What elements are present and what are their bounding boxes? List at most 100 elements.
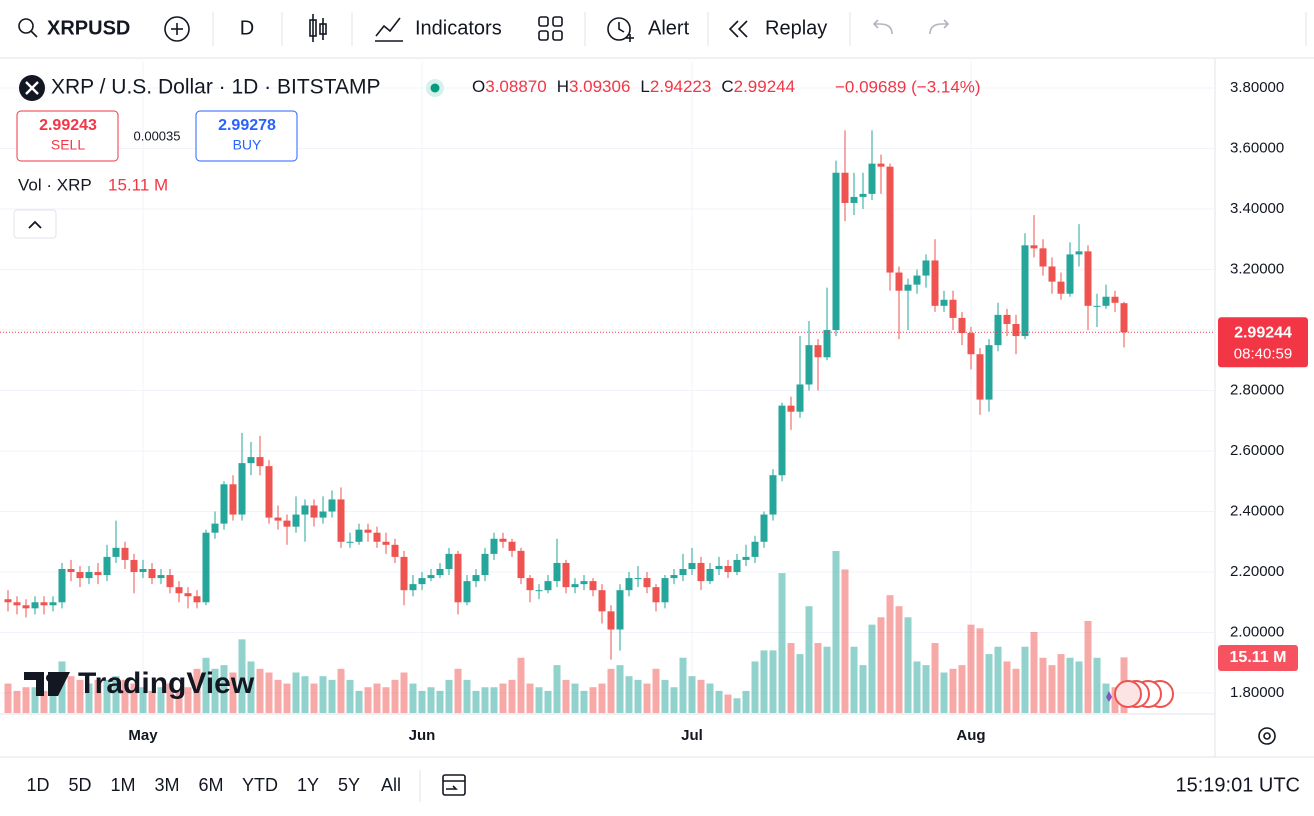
symbol-search[interactable]: XRPUSD: [18, 17, 130, 39]
undo-button[interactable]: [872, 19, 893, 35]
volume-bar: [1093, 657, 1101, 713]
range-button[interactable]: All: [381, 775, 401, 795]
range-button[interactable]: 1D: [26, 775, 49, 795]
last-price-tag: 2.99244 08:40:59: [1218, 317, 1308, 368]
candle-body: [544, 581, 552, 591]
replay-button[interactable]: Replay: [728, 17, 827, 39]
sell-price[interactable]: 2.99243: [39, 117, 97, 134]
range-button[interactable]: 1M: [110, 775, 135, 795]
candle-body: [841, 172, 849, 203]
candle-body: [1075, 251, 1083, 255]
volume-bar: [796, 654, 804, 713]
range-button[interactable]: 1Y: [297, 775, 319, 795]
volume-bar: [769, 650, 777, 713]
volume-bar: [382, 687, 390, 713]
volume-bar: [445, 679, 453, 713]
volume-bar: [4, 683, 12, 713]
candle-body: [67, 569, 75, 573]
symbol-title: XRP / U.S. Dollar · 1D · BITSTAMP: [51, 76, 380, 99]
volume-bar: [400, 672, 408, 713]
candle-body: [31, 602, 39, 609]
range-button[interactable]: YTD: [242, 775, 278, 795]
volume-bar: [472, 690, 480, 713]
volume-bar: [535, 687, 543, 713]
chart-type-button[interactable]: [309, 14, 327, 42]
volume-bar: [949, 668, 957, 713]
alert-button[interactable]: Alert: [607, 17, 690, 42]
candle-body: [616, 590, 624, 630]
replay-label[interactable]: Replay: [765, 17, 827, 39]
volume-bar: [967, 624, 975, 713]
volume-bar: [481, 687, 489, 713]
candle-body: [193, 596, 201, 603]
collapse-legend-button[interactable]: [13, 209, 57, 239]
volume-bar: [499, 683, 507, 713]
sell-label[interactable]: SELL: [51, 137, 85, 153]
volume-bar: [679, 657, 687, 713]
candle-body: [967, 333, 975, 355]
volume-bar: [184, 687, 192, 713]
interval-button[interactable]: D: [240, 17, 254, 39]
x-tick-label: Aug: [956, 727, 985, 744]
y-tick-label: 2.60000: [1230, 442, 1284, 459]
volume-bar: [67, 676, 75, 713]
candle-body: [1003, 314, 1011, 324]
candle-body: [1039, 248, 1047, 267]
candle-body: [1048, 266, 1056, 282]
volume-bar: [1066, 657, 1074, 713]
volume-bar: [112, 676, 120, 713]
volume-bar: [508, 679, 516, 713]
event-flags[interactable]: [1106, 680, 1174, 708]
volume-bar: [436, 690, 444, 713]
volume-bar: [1030, 632, 1038, 713]
candle-body: [490, 538, 498, 554]
range-button[interactable]: 6M: [198, 775, 223, 795]
buy-label[interactable]: BUY: [233, 137, 262, 153]
volume-bar: [562, 679, 570, 713]
alert-label[interactable]: Alert: [648, 17, 690, 39]
candle-body: [364, 529, 372, 533]
clock[interactable]: 15:19:01 UTC: [1175, 774, 1300, 796]
volume-bar: [247, 661, 255, 713]
volume-bar: [814, 643, 822, 713]
candle-body: [409, 584, 417, 591]
sell-button[interactable]: 2.99243 SELL: [16, 110, 119, 162]
compare-button[interactable]: [164, 16, 190, 42]
candle-body: [301, 505, 309, 515]
ohlc-key: C: [721, 77, 733, 96]
volume-bar: [427, 687, 435, 713]
volume-bar: [418, 690, 426, 713]
volume-bar: [733, 698, 741, 713]
buy-price[interactable]: 2.99278: [218, 117, 276, 134]
candle-body: [886, 166, 894, 273]
indicators-button[interactable]: Indicators: [375, 17, 502, 42]
go-to-date-button[interactable]: [442, 774, 466, 796]
volume-bar: [256, 668, 264, 713]
volume-bar: [913, 661, 921, 713]
candle-body: [1066, 254, 1074, 294]
candle-body: [202, 532, 210, 603]
candle-body: [814, 345, 822, 358]
volume-bar: [175, 690, 183, 713]
volume-bar: [364, 687, 372, 713]
candle-body: [1021, 245, 1029, 337]
volume-bar: [589, 687, 597, 713]
volume-bar: [1021, 646, 1029, 713]
layouts-button[interactable]: [538, 16, 563, 41]
range-button[interactable]: 3M: [154, 775, 179, 795]
candle-body: [643, 578, 651, 588]
x-tick-label: Jul: [681, 727, 703, 744]
indicators-label[interactable]: Indicators: [415, 17, 502, 39]
x-tick-label: May: [128, 727, 158, 744]
symbol[interactable]: XRPUSD: [47, 17, 130, 39]
candle-body: [265, 466, 273, 518]
redo-button[interactable]: [929, 19, 950, 35]
range-button[interactable]: 5D: [68, 775, 91, 795]
volume-bar: [895, 606, 903, 713]
axis-settings-button[interactable]: [1258, 727, 1276, 745]
candle-body: [553, 562, 561, 582]
range-button[interactable]: 5Y: [338, 775, 360, 795]
watermark-text: TradingView: [78, 667, 255, 700]
volume-bar: [346, 679, 354, 713]
buy-button[interactable]: 2.99278 BUY: [195, 110, 298, 162]
